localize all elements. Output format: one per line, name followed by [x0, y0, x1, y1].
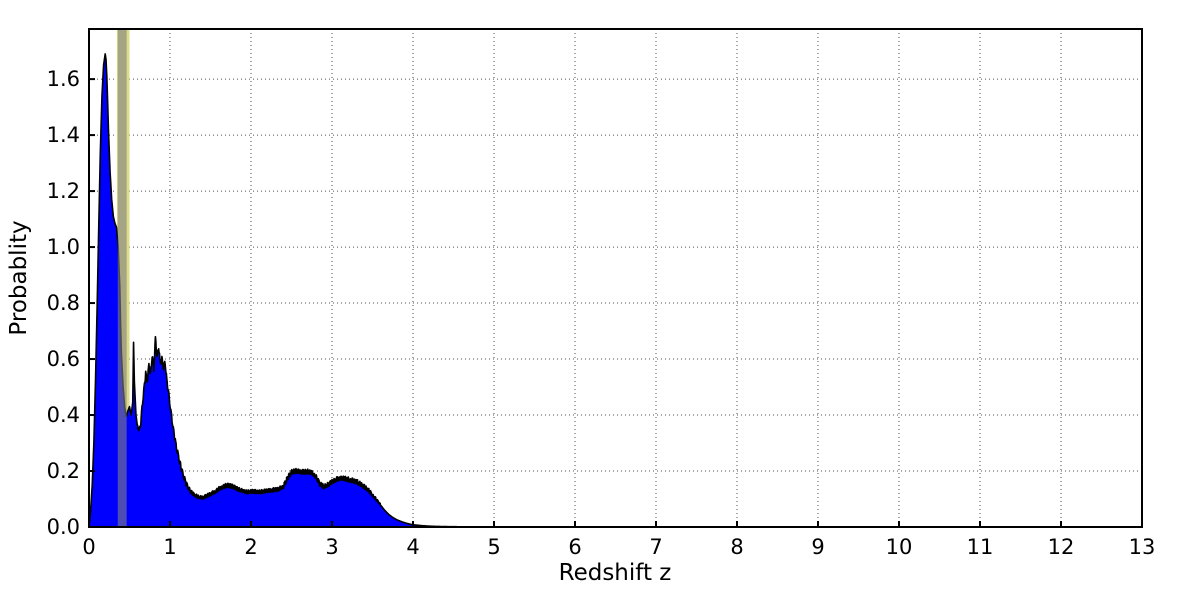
y-tick-label: 0.4 [47, 403, 80, 427]
axes-frame [88, 28, 1143, 528]
y-tick-label: 1.4 [47, 123, 80, 147]
x-tick-label: 8 [730, 535, 743, 559]
x-tick-label: 2 [244, 535, 257, 559]
x-tick-label: 6 [568, 535, 581, 559]
y-tick-label: 0.8 [47, 291, 80, 315]
y-tick-label: 1.0 [47, 235, 80, 259]
y-tick-label: 0.2 [47, 459, 80, 483]
axes-background [89, 29, 1142, 527]
x-tick-label: 13 [1129, 535, 1156, 559]
x-tick-label: 1 [163, 535, 176, 559]
y-tick-label: 0.0 [47, 515, 80, 539]
x-tick-label: 10 [886, 535, 913, 559]
spectroscopic-redshift-marker [117, 29, 127, 527]
y-tick-label: 0.6 [47, 347, 80, 371]
x-tick-label: 12 [1048, 535, 1075, 559]
x-tick-label: 9 [811, 535, 824, 559]
y-tick-label: 1.6 [47, 67, 80, 91]
y-tick-label: 1.2 [47, 179, 80, 203]
x-tick-label: 0 [82, 535, 95, 559]
x-tick-label: 4 [406, 535, 419, 559]
y-axis-label: Probablity [6, 220, 32, 335]
x-tick-label: 5 [487, 535, 500, 559]
x-tick-label: 3 [325, 535, 338, 559]
y-axis-ticks: 0.0 0.2 0.4 0.6 0.8 1.0 1.2 1.4 1.6 [47, 67, 95, 539]
grid-lines [89, 29, 1143, 527]
x-tick-label: 11 [967, 535, 994, 559]
x-axis-ticks: 0 1 2 3 4 5 6 7 8 9 10 11 12 13 [82, 521, 1155, 559]
annotation-vlines [117, 29, 127, 527]
x-axis-label: Redshift z [559, 560, 672, 586]
x-tick-label: 7 [649, 535, 662, 559]
